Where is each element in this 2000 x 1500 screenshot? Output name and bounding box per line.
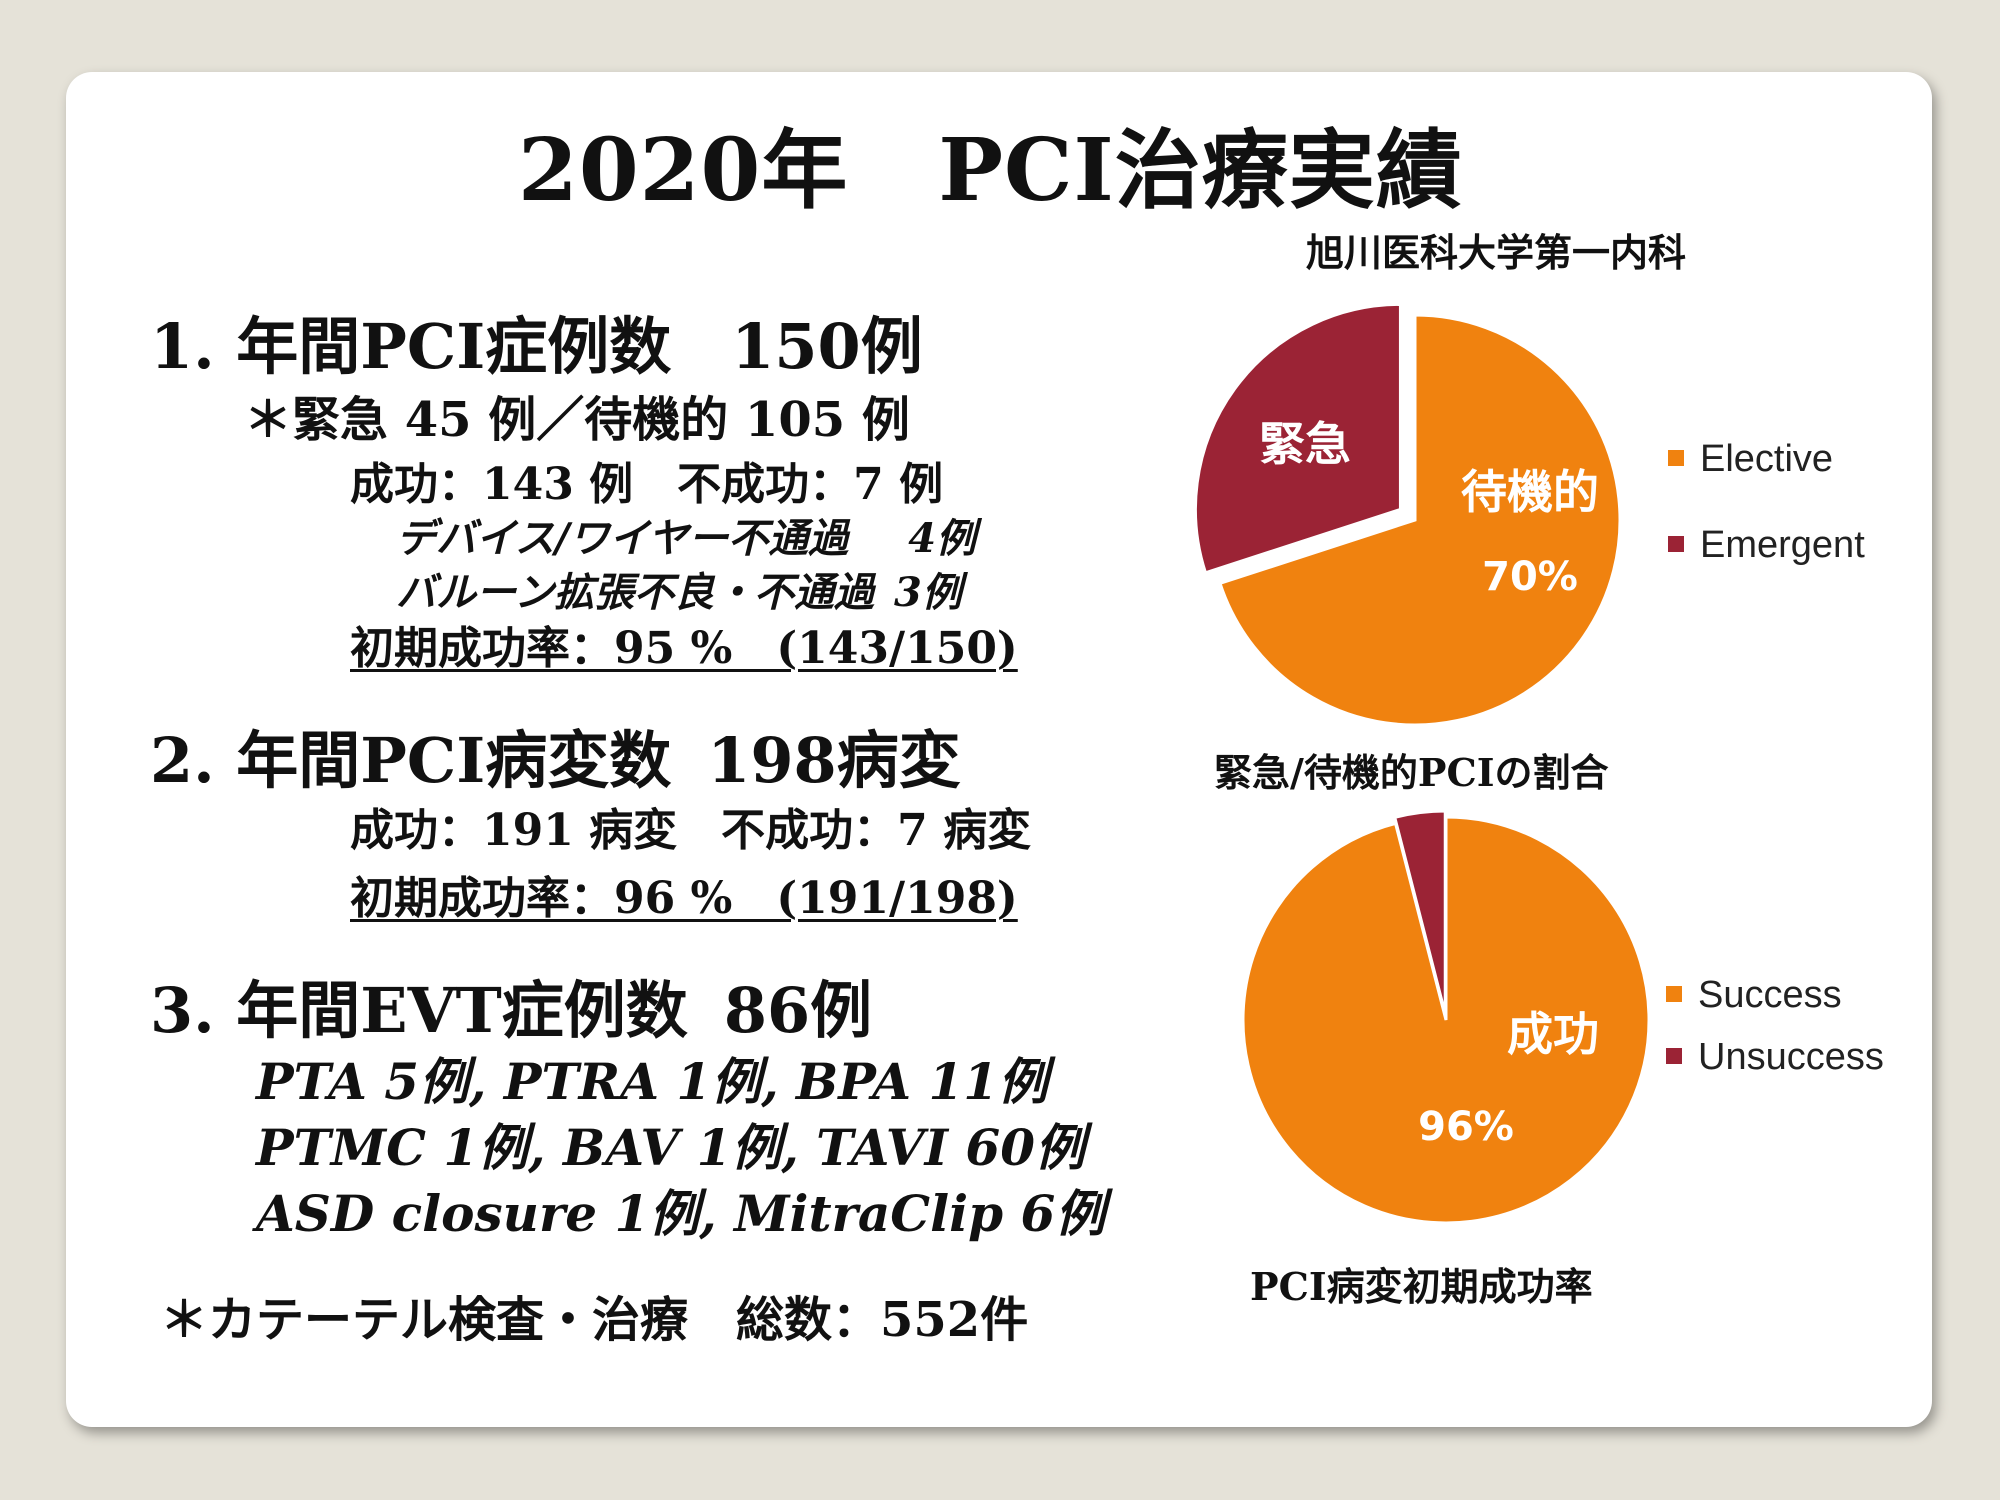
pie-slice-elective [1218, 313, 1622, 727]
fail-reason-2-value: 3例 [894, 569, 962, 616]
fail-reason-2-label: バルーン拡張不良・不通過 [396, 569, 874, 616]
legend-label-success: Success [1698, 974, 1842, 1016]
pie-slice-emergent [1194, 302, 1402, 575]
legend-swatch-elective [1668, 449, 1684, 466]
legend-swatch-success [1666, 985, 1682, 1002]
department-label: 旭川医科大学第一内科 [1306, 231, 1687, 275]
slice-label-elective: 待機的 [1461, 465, 1599, 519]
chart-emergency-elective: 待機的 70% 緊急 [1194, 302, 1622, 727]
section1-heading-label: 1. 年間PCI症例数 [150, 310, 672, 383]
footer-note: ＊カテーテル検査・治療 総数：552件 [160, 1292, 1029, 1348]
evt-line-2: PTMC 1例, BAV 1例, TAVI 60例 [256, 1118, 1085, 1177]
fail-reason-1-label: デバイス/ワイヤー不通過 [396, 515, 849, 562]
legend-label-elective: Elective [1700, 438, 1834, 480]
section2-heading: 2. 年間PCI病変数 198病変 [150, 710, 961, 800]
slice-label-elective-pct: 70% [1482, 554, 1578, 600]
evt-line-3: ASD closure 1例, MitraClip 6例 [256, 1184, 1106, 1243]
pie-slice-unsuccess [1392, 810, 1447, 1015]
legend-swatch-unsuccess [1666, 1047, 1682, 1064]
section1-heading-value: 150例 [731, 310, 923, 383]
section1-success-line: 成功：143 例 不成功：7 例 [350, 459, 944, 510]
section2-success-line: 成功：191 病変 不成功：7 病変 [350, 805, 1032, 856]
section3-heading-value: 86例 [723, 974, 873, 1047]
section2-heading-label: 2. 年間PCI病変数 [150, 724, 672, 797]
legend-swatch-emergent [1668, 535, 1684, 552]
slide [66, 72, 1932, 1427]
legend-item-success: Success [1666, 974, 1842, 1017]
pie-slice-success [1241, 815, 1651, 1225]
slice-label-emergent: 緊急 [1259, 417, 1351, 471]
chart1-title: 緊急/待機的PCIの割合 [1214, 750, 1609, 795]
section1-heading: 1. 年間PCI症例数 150例 [150, 296, 923, 386]
legend-item-elective: Elective [1668, 438, 1833, 481]
section1-fail-reason-1: デバイス/ワイヤー不通過 4例 [396, 506, 976, 564]
page-title: 2020年 PCI治療実績 [518, 100, 1463, 225]
legend-label-emergent: Emergent [1700, 524, 1865, 566]
section2-heading-value: 198病変 [707, 724, 961, 797]
slice-label-success-pct: 96% [1418, 1104, 1514, 1150]
legend-item-unsuccess: Unsuccess [1666, 1036, 1884, 1079]
section3-heading-label: 3. 年間EVT症例数 [150, 974, 688, 1047]
section1-fail-reason-2: バルーン拡張不良・不通過 3例 [396, 560, 962, 618]
section2-rate-line: 初期成功率：96 % (191/198) [350, 873, 1018, 924]
fail-reason-1-value: 4例 [908, 515, 977, 562]
section3-heading: 3. 年間EVT症例数 86例 [150, 960, 872, 1050]
evt-line-1: PTA 5例, PTRA 1例, BPA 11例 [256, 1052, 1049, 1111]
title-year: 2020年 [518, 120, 849, 221]
chart2-title: PCI病変初期成功率 [1250, 1264, 1593, 1309]
title-main: PCI治療実績 [938, 120, 1463, 221]
legend-label-unsuccess: Unsuccess [1698, 1036, 1884, 1078]
legend-item-emergent: Emergent [1668, 524, 1865, 567]
section1-rate-line: 初期成功率：95 % (143/150) [350, 623, 1018, 674]
section1-breakdown: ＊緊急 45 例／待機的 105 例 [244, 392, 910, 448]
chart-success-rate: 成功 96% [1241, 810, 1651, 1225]
slice-label-success: 成功 [1507, 1007, 1599, 1061]
